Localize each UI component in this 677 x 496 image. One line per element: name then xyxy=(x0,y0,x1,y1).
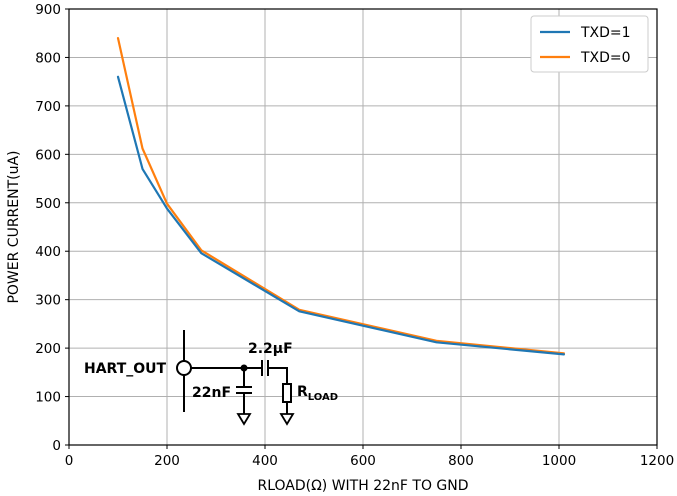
legend-label-txd1: TXD=1 xyxy=(580,25,631,41)
cap-shunt-label: 22nF xyxy=(192,385,231,401)
x-axis-label: RLOAD(Ω) WITH 22nF TO GND xyxy=(257,478,468,494)
circuit-schematic: HART_OUT 2.2µF RLOAD 22nF xyxy=(84,330,338,426)
grid-lines xyxy=(68,8,658,446)
y-tick-label: 100 xyxy=(35,390,61,406)
x-tick-label: 800 xyxy=(448,453,474,469)
y-tick-label: 700 xyxy=(35,99,61,115)
x-tick-label: 600 xyxy=(350,453,376,469)
x-tick-label: 1200 xyxy=(640,453,674,469)
y-tick-label: 0 xyxy=(52,438,61,454)
axis-ticks: 0 200 400 600 800 1000 1200 0 100 200 300 400 500 600… xyxy=(35,2,674,469)
series-layer xyxy=(116,36,566,356)
cap-series-label: 2.2µF xyxy=(248,341,293,357)
series-line-txd0 xyxy=(116,36,566,355)
y-tick-label: 500 xyxy=(35,196,61,212)
y-tick-label: 200 xyxy=(35,341,61,357)
rload-label: RLOAD xyxy=(297,384,338,403)
legend: TXD=1 TXD=0 xyxy=(530,15,649,73)
y-tick-label: 900 xyxy=(35,2,61,18)
y-tick-label: 400 xyxy=(35,244,61,260)
ground-icon xyxy=(279,413,295,426)
x-tick-label: 400 xyxy=(252,453,278,469)
y-axis-label: POWER CURRENT(uA) xyxy=(6,150,22,303)
resistor-rload xyxy=(282,383,292,403)
series-line-txd1 xyxy=(116,75,566,356)
y-tick-label: 800 xyxy=(35,50,61,66)
hart-out-terminal xyxy=(176,360,192,376)
x-tick-label: 200 xyxy=(154,453,180,469)
rload-main: R xyxy=(297,384,308,400)
y-tick-label: 600 xyxy=(35,147,61,163)
x-tick-label: 1000 xyxy=(542,453,576,469)
hart-out-label: HART_OUT xyxy=(84,361,167,377)
y-tick-label: 300 xyxy=(35,293,61,309)
ground-icon xyxy=(236,413,252,426)
wire-to-resistor xyxy=(268,367,288,384)
rload-sub: LOAD xyxy=(308,392,338,403)
x-tick-label: 0 xyxy=(65,453,74,469)
legend-label-txd0: TXD=0 xyxy=(580,50,631,66)
